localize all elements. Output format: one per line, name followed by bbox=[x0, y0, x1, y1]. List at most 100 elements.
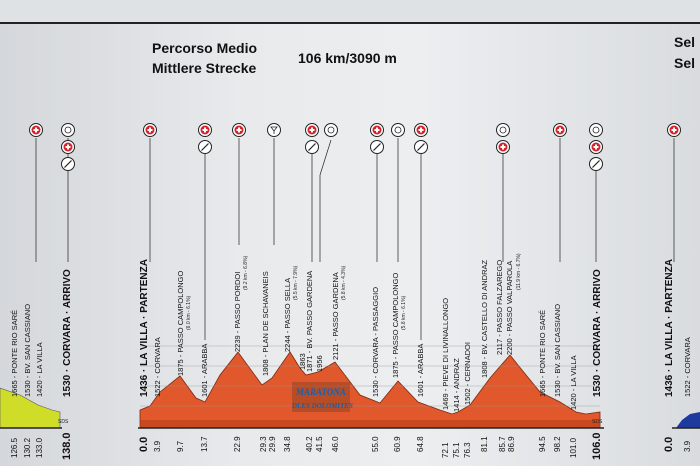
waypoint-label: 1956 bbox=[315, 355, 324, 372]
waypoint-label: 2117 - PASSO FALZAREGO bbox=[495, 260, 504, 355]
red-cross-icon bbox=[198, 123, 212, 137]
waypoint-label: 1863 bbox=[298, 353, 307, 370]
repair-icon bbox=[370, 140, 384, 154]
waypoint-label: 1414 - ANDRAZ bbox=[452, 358, 461, 412]
km-labels: 126.5 130.2 133.0 138.0 0.0 3.9 9.7 13.7… bbox=[10, 432, 692, 460]
km-label: 29.3 bbox=[259, 436, 268, 452]
waypoint-label: 1469 - PIEVE DI LIVINALLONGO bbox=[441, 298, 450, 410]
km-label: 133.0 bbox=[35, 437, 44, 458]
climb-grade: (5.8 km - 6.1%) bbox=[401, 295, 407, 330]
km-label: 55.0 bbox=[371, 436, 380, 452]
food-icon bbox=[61, 123, 75, 137]
waypoint-label: 1808 - PLAN DE SCHAVANEIS bbox=[261, 271, 270, 376]
waypoint-label: 2200 - PASSO VALPAROLA bbox=[505, 261, 514, 355]
km-label: 13.7 bbox=[200, 436, 209, 452]
waypoint-label: 1530 - BV. SAN CASSIANO bbox=[23, 304, 32, 397]
route-title-german: Mittlere Strecke bbox=[152, 60, 257, 76]
km-label: 94.5 bbox=[538, 436, 547, 452]
food-icon bbox=[589, 123, 603, 137]
red-cross-icon bbox=[305, 123, 319, 137]
waypoint-label: 1420 - LA VILLA bbox=[35, 342, 44, 397]
waypoint-label: 1601 - ARABBA bbox=[200, 344, 209, 397]
km-label: 0.0 bbox=[138, 437, 150, 452]
route-distance-elevation: 106 km/3090 m bbox=[298, 50, 397, 66]
sds-mark: SDS bbox=[592, 419, 603, 425]
finish-label: 1530 · CORVARA · ARRIVO bbox=[62, 269, 73, 397]
km-label: 46.0 bbox=[331, 436, 340, 452]
km-label: 75.1 bbox=[452, 442, 461, 458]
aid-station-icons bbox=[29, 123, 681, 171]
drink-icon bbox=[267, 123, 281, 137]
svg-text:DLES DOLOMITES: DLES DOLOMITES bbox=[291, 402, 353, 410]
sds-mark: SDS bbox=[58, 419, 69, 425]
km-label: 0.0 bbox=[663, 437, 675, 452]
red-cross-icon bbox=[232, 123, 246, 137]
maratona-logo: MARATONA DLES DOLOMITES bbox=[291, 382, 353, 412]
route-title-italian: Percorso Medio bbox=[152, 40, 258, 56]
km-label: 9.7 bbox=[176, 440, 185, 452]
km-label: 3.9 bbox=[153, 440, 162, 452]
waypoint-label: 2244 - PASSO SELLA bbox=[283, 278, 292, 352]
km-label: 101.0 bbox=[569, 437, 578, 458]
waypoint-label: 1420 - LA VILLA bbox=[569, 355, 578, 410]
waypoint-label: 1601 - ARABBA bbox=[416, 344, 425, 397]
red-cross-icon bbox=[29, 123, 43, 137]
red-cross-icon bbox=[61, 140, 75, 154]
red-cross-icon bbox=[414, 123, 428, 137]
red-cross-icon bbox=[667, 123, 681, 137]
km-label: 98.2 bbox=[553, 436, 562, 452]
km-label: 64.8 bbox=[416, 436, 425, 452]
climb-grade: (9.2 km - 6.8%) bbox=[243, 255, 249, 290]
waypoint-label: 1875 - PASSO CAMPOLONGO bbox=[391, 273, 400, 378]
climb-grade: (5.5 km - 7.9%) bbox=[293, 265, 299, 300]
next-route-title-german: Sel bbox=[674, 55, 696, 71]
waypoint-label: 1871 - BV. PASSO GARDENA bbox=[305, 271, 314, 372]
waypoint-label: 1665 - PONTE RIO SARÉ bbox=[10, 310, 19, 397]
red-cross-icon bbox=[496, 140, 510, 154]
waypoint-label: 1665 - PONTE RIO SARÉ bbox=[538, 310, 547, 397]
km-label: 29.9 bbox=[268, 436, 277, 452]
km-label: 22.9 bbox=[233, 436, 242, 452]
repair-icon bbox=[61, 157, 75, 171]
km-label: 60.9 bbox=[393, 436, 402, 452]
waypoint-label: 1502 - CERNADOI bbox=[463, 342, 472, 405]
waypoint-label: 2121 - PASSO GARDENA bbox=[331, 272, 340, 360]
svg-text:MARATONA: MARATONA bbox=[295, 387, 346, 397]
climb-grade: (11.9 km - 6.7%) bbox=[516, 253, 522, 290]
waypoint-label: 1522 - CORVARA bbox=[153, 337, 162, 397]
repair-icon bbox=[305, 140, 319, 154]
repair-icon bbox=[589, 157, 603, 171]
waypoint-label: 1875 - PASSO CAMPOLONGO bbox=[176, 271, 185, 376]
repair-icon bbox=[198, 140, 212, 154]
km-label: 72.1 bbox=[441, 442, 450, 458]
km-label: 85.7 bbox=[498, 436, 507, 452]
food-icon bbox=[324, 123, 338, 137]
km-label: 76.3 bbox=[463, 442, 472, 458]
main-profile-area bbox=[139, 351, 601, 429]
km-label: 138.0 bbox=[61, 432, 73, 460]
food-icon bbox=[496, 123, 510, 137]
start-label: 1436 · LA VILLA · PARTENZA bbox=[664, 259, 675, 397]
waypoint-lines bbox=[35, 138, 675, 340]
elevation-gridlines bbox=[140, 345, 600, 407]
food-icon bbox=[391, 123, 405, 137]
waypoint-label: 1522 - CORVARA bbox=[683, 337, 692, 397]
repair-icon bbox=[414, 140, 428, 154]
km-label: 41.5 bbox=[315, 436, 324, 452]
km-label: 3.9 bbox=[683, 440, 692, 452]
climb-grade: (5.8 km - 4.3%) bbox=[341, 265, 347, 300]
red-cross-icon bbox=[589, 140, 603, 154]
finish-label: 1530 · CORVARA · ARRIVO bbox=[592, 269, 603, 397]
km-label: 106.0 bbox=[591, 432, 603, 460]
waypoint-label: 1530 - CORVARA - PASSAGGIO bbox=[371, 287, 380, 397]
right-profile-area bbox=[676, 412, 700, 428]
km-label: 81.1 bbox=[480, 436, 489, 452]
km-label: 34.8 bbox=[283, 436, 292, 452]
km-label: 130.2 bbox=[23, 437, 32, 458]
waypoint-label: 1530 - BV. SAN CASSIANO bbox=[553, 304, 562, 397]
red-cross-icon bbox=[370, 123, 384, 137]
waypoint-labels: 1665 - PONTE RIO SARÉ 1530 - BV. SAN CAS… bbox=[10, 253, 692, 412]
waypoint-label: 1808 - BV. CASTELLO DI ANDRAZ bbox=[480, 259, 489, 378]
